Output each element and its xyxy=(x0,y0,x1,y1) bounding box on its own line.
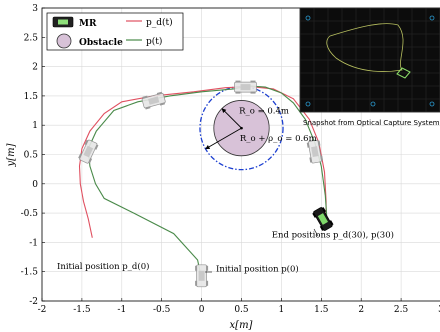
y-tick-label-3: -0.5 xyxy=(21,209,39,219)
y-tick-label-4: 0 xyxy=(32,180,38,190)
y-tick-label-1: -1.5 xyxy=(21,268,39,278)
x-tick-label-10: 3 xyxy=(438,305,440,315)
robot-marker-1 xyxy=(78,139,99,164)
robot-markers xyxy=(78,80,334,288)
legend-robot-icon xyxy=(52,16,74,28)
robot-marker-5 xyxy=(312,207,334,231)
x-tick-label-2: -1 xyxy=(117,305,126,315)
x-tick-label-5: 0.5 xyxy=(234,305,249,315)
legend-label-p: p(t) xyxy=(146,36,162,47)
y-tick-label-0: -2 xyxy=(29,297,38,307)
annotation-initial-p: Initial position p(0) xyxy=(216,264,299,275)
annotation-ro-rho: R_o + ρ_o = 0.6m xyxy=(240,134,317,144)
legend: MR Obstacle p_d(t) p(t) xyxy=(46,12,184,51)
annotation-end-positions: End positions p_d(30), p(30) xyxy=(272,230,394,241)
x-tick-label-6: 1 xyxy=(279,305,285,315)
obstacle xyxy=(199,85,284,171)
y-axis-label: y[m] xyxy=(6,143,17,167)
legend-label-obstacle: Obstacle xyxy=(79,38,123,48)
optical-capture-snapshot xyxy=(299,7,440,113)
annotations: R_o = 0.4m R_o + ρ_o = 0.6m Initial posi… xyxy=(57,107,394,275)
robot-marker-0 xyxy=(195,264,209,288)
end-pointer-line xyxy=(313,228,319,237)
series-p-line xyxy=(87,85,328,279)
y-tick-label-2: -1 xyxy=(29,238,38,248)
y-tick-label-6: 1 xyxy=(32,121,38,131)
tick-labels: -2 -1.5 -1 -0.5 0 0.5 1 1.5 2 2.5 3 -2 -1.5 -1 -0.5 0 0.… xyxy=(21,4,440,315)
annotation-ro: R_o = 0.4m xyxy=(239,107,289,117)
x-tick-label-8: 2 xyxy=(358,305,364,315)
y-tick-label-8: 2 xyxy=(32,63,38,73)
robot-marker-3 xyxy=(234,80,257,94)
series-layer xyxy=(78,85,328,279)
y-tick-label-9: 2.5 xyxy=(24,33,39,43)
x-tick-label-0: -2 xyxy=(38,305,47,315)
x-axis-label: x[m] xyxy=(230,320,253,331)
robot-marker-4 xyxy=(306,139,324,164)
series-pd-line xyxy=(78,85,327,238)
snapshot-caption: Snapshot from Optical Capture System xyxy=(303,119,440,127)
legend-label-pd: p_d(t) xyxy=(146,17,173,28)
robot-marker-2 xyxy=(141,91,166,110)
obstacle-safety-circle xyxy=(199,85,284,171)
x-tick-label-1: -1.5 xyxy=(73,305,91,315)
legend-label-mr: MR xyxy=(79,19,97,29)
annotation-initial-pd: Initial position p_d(0) xyxy=(57,261,149,272)
x-tick-label-4: 0 xyxy=(199,305,205,315)
legend-obstacle-icon xyxy=(56,33,72,49)
x-tick-label-7: 1.5 xyxy=(314,305,329,315)
y-tick-label-5: 0.5 xyxy=(24,151,39,161)
y-tick-label-10: 3 xyxy=(32,4,38,14)
y-tick-label-7: 1.5 xyxy=(24,92,39,102)
radius-arrow xyxy=(221,108,242,129)
safety-radius-arrow xyxy=(205,127,242,150)
x-tick-label-9: 2.5 xyxy=(394,305,409,315)
x-tick-label-3: -0.5 xyxy=(153,305,171,315)
